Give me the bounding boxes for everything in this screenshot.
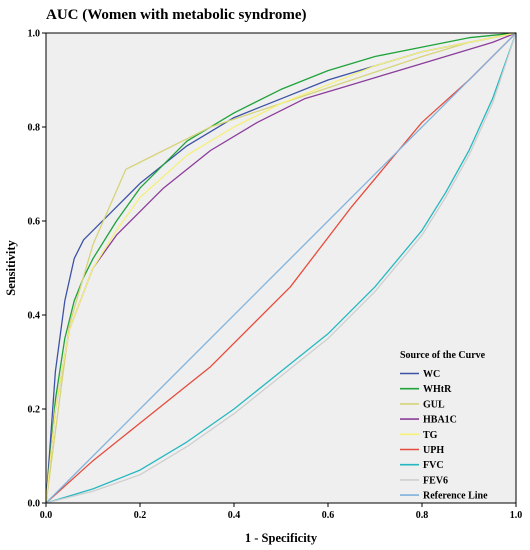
series-line-reference-line [45, 32, 517, 504]
legend-entry: WHtR [423, 384, 452, 395]
y-tick-label: 1.0 [28, 29, 41, 40]
y-tick-label: 0.0 [28, 499, 41, 510]
series-line-whtr [45, 32, 517, 504]
legend-entry: FVC [423, 460, 444, 471]
axis-ticks: 0.0 0.2 0.4 0.6 0.8 1.0 0.0 0.2 0.4 0.6 0.8 1.0 [28, 29, 523, 522]
x-tick-label: 0.0 [40, 510, 53, 521]
legend-items: WC WHtR GUL HBA1C TG UPH FVC FEV6 Reference Line [400, 369, 488, 502]
x-tick-label: 0.2 [134, 510, 147, 521]
legend-entry: UPH [423, 445, 444, 456]
series-line-gul [45, 32, 517, 504]
series-line-fvc [45, 32, 517, 504]
legend-entry: GUL [423, 399, 445, 410]
legend: Source of the Curve WC WHtR GUL HBA1C TG UPH F… [400, 350, 488, 502]
series-layer [45, 32, 517, 504]
legend-title: Source of the Curve [400, 350, 486, 361]
y-tick-label: 0.8 [28, 123, 41, 134]
x-tick-label: 0.4 [228, 510, 241, 521]
legend-entry: FEV6 [423, 475, 448, 486]
legend-entry: TG [423, 430, 438, 441]
legend-entry: HBA1C [423, 415, 457, 426]
chart-title: AUC (Women with metabolic syndrome) [46, 7, 307, 23]
x-tick-label: 0.6 [322, 510, 335, 521]
legend-entry: WC [423, 369, 440, 380]
y-tick-label: 0.2 [28, 405, 41, 416]
y-tick-label: 0.4 [28, 311, 41, 322]
y-axis-label: Sensitivity [4, 239, 18, 295]
plot-frame [45, 32, 517, 504]
x-axis-label: 1 - Specificity [245, 531, 318, 545]
series-line-uph [45, 32, 517, 504]
series-line-fev6 [45, 32, 517, 504]
y-tick-label: 0.6 [28, 217, 41, 228]
series-line-tg [45, 32, 517, 504]
x-tick-label: 0.8 [416, 510, 429, 521]
x-tick-label: 1.0 [510, 510, 523, 521]
legend-entry: Reference Line [423, 491, 488, 502]
